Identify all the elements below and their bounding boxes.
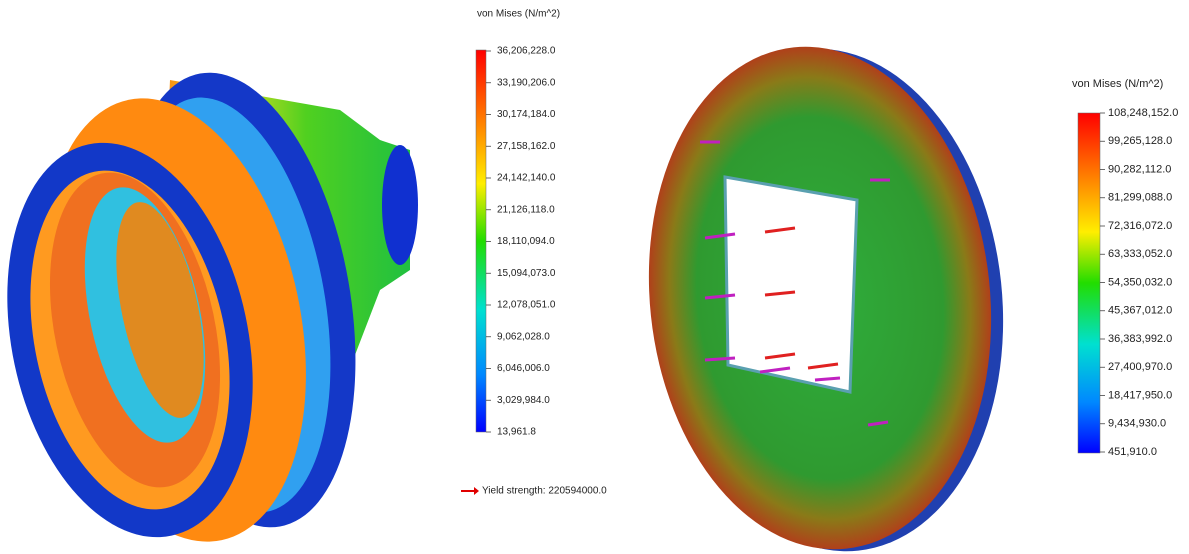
scene: von Mises (N/m^2) von Mises (N/m^2) Yiel…	[0, 0, 1189, 554]
legend-label: 6,046,006.0	[497, 363, 550, 374]
legend-label: 54,350,032.0	[1108, 276, 1172, 288]
yield-arrow-head	[474, 487, 479, 495]
legend-label: 15,094,073.0	[497, 268, 556, 279]
legend-label: 90,282,112.0	[1108, 163, 1171, 175]
left-model	[0, 54, 418, 554]
legend-label: 9,434,930.0	[1108, 418, 1166, 430]
legend-label: 24,142,140.0	[497, 173, 556, 184]
legend-label: 18,417,950.0	[1108, 389, 1172, 401]
left-legend-title: von Mises (N/m^2)	[477, 9, 560, 20]
legend-label: 27,400,970.0	[1108, 361, 1172, 373]
legend-label: 108,248,152.0	[1108, 107, 1178, 119]
legend-label: 27,158,162.0	[497, 141, 556, 152]
legend-label: 9,062,028.0	[497, 331, 550, 342]
legend-label: 36,206,228.0	[497, 46, 556, 57]
legend-label: 81,299,088.0	[1108, 192, 1172, 204]
yield-strength: Yield strength: 220594000.0	[482, 486, 607, 497]
legend-label: 21,126,118.0	[497, 204, 555, 215]
legend-label: 18,110,094.0	[497, 236, 555, 247]
legend-label: 45,367,012.0	[1108, 305, 1172, 317]
legend-label: 30,174,184.0	[497, 109, 556, 120]
right-legend-title: von Mises (N/m^2)	[1072, 78, 1163, 90]
left-color-bar	[476, 50, 486, 432]
legend-label: 99,265,128.0	[1108, 135, 1172, 147]
legend-label: 63,333,052.0	[1108, 248, 1172, 260]
legend-label: 3,029,984.0	[497, 395, 550, 406]
legend-label: 13,961.8	[497, 427, 536, 438]
legend-label: 33,190,206.0	[497, 77, 556, 88]
legend-label: 451,910.0	[1108, 446, 1157, 458]
legend-label: 36,383,992.0	[1108, 333, 1172, 345]
right-color-bar	[1078, 113, 1100, 453]
legend-label: 12,078,051.0	[497, 300, 556, 311]
right-model	[625, 30, 1028, 554]
legend-label: 72,316,072.0	[1108, 220, 1172, 232]
